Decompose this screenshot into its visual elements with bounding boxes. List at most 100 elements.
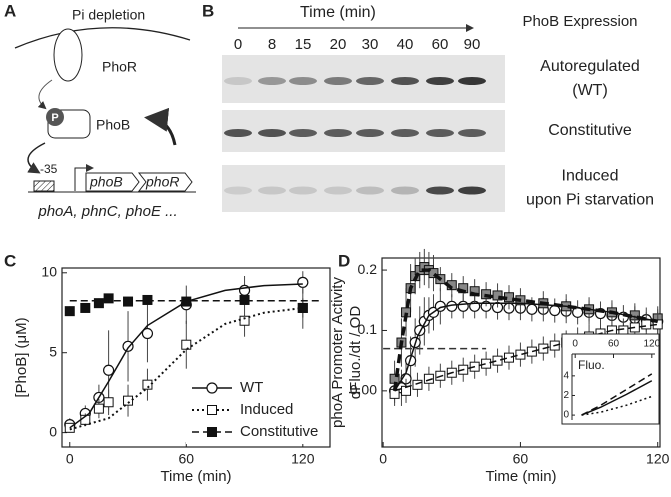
inset-x-tick-label: 60: [608, 339, 620, 350]
sensor-label: PhoR: [102, 59, 137, 75]
data-point: [123, 296, 134, 307]
data-point: [457, 300, 469, 312]
phospho-label: P: [51, 112, 58, 124]
legend-label: WT: [240, 379, 263, 396]
blot-band: [458, 77, 486, 85]
x-tick-label: 120: [291, 451, 315, 467]
tss-arrow: [74, 164, 94, 191]
data-point: [64, 306, 75, 317]
blot-band: [224, 129, 252, 137]
blot-band: [324, 77, 352, 85]
x-tick-label: 0: [379, 451, 387, 467]
legend-marker: [206, 382, 218, 394]
y-axis-label: phoA Promoter Activity: [329, 277, 346, 428]
plot-frame: [381, 257, 661, 448]
lane-label: 90: [464, 36, 481, 53]
data-point: [103, 293, 114, 304]
x-tick-label: 0: [66, 451, 74, 467]
blot-band: [458, 186, 486, 195]
blot-band: [356, 186, 384, 195]
data-point: [239, 294, 250, 305]
row-label: (WT): [572, 82, 608, 99]
data-point: [80, 302, 91, 313]
panel-label: D: [338, 251, 350, 270]
blot-band: [426, 129, 454, 137]
blot-band: [324, 186, 352, 195]
y-tick-label: 0.1: [358, 321, 378, 337]
lane-label: 40: [397, 36, 414, 53]
blot-band: [258, 129, 286, 137]
promoter-label: -35: [40, 162, 58, 176]
x-tick-label: 60: [179, 451, 195, 467]
data-point: [103, 397, 114, 408]
fit-line: [69, 306, 303, 431]
data-point: [103, 364, 115, 376]
legend-marker: [207, 405, 217, 415]
y-tick-label: 5: [49, 343, 57, 359]
data-point: [492, 355, 503, 366]
data-point: [123, 395, 134, 406]
x-axis-label: Time (min): [485, 468, 556, 485]
data-point: [239, 315, 250, 326]
data-point: [641, 319, 652, 330]
fit-line: [393, 302, 658, 392]
inset-y-tick-label: 0: [563, 410, 569, 421]
gene-label: phoR: [145, 174, 179, 190]
inset-x-tick-label: 0: [572, 339, 578, 350]
data-point: [526, 303, 538, 315]
panel-label: A: [4, 1, 16, 20]
blot-band: [391, 129, 419, 137]
blot-band: [391, 77, 419, 85]
y-tick-label: 0: [49, 423, 57, 439]
data-point: [401, 385, 412, 396]
data-point: [297, 276, 309, 288]
row-label: Induced: [562, 168, 619, 185]
data-point: [141, 327, 154, 340]
x-axis-label: Time (min): [160, 468, 231, 485]
box-35: [33, 180, 55, 192]
regulator-label: PhoB: [96, 117, 130, 133]
data-point: [93, 403, 104, 414]
blot-band: [224, 186, 252, 195]
arrow: [27, 142, 46, 174]
fit-line: [69, 283, 303, 429]
row-label: Constitutive: [548, 122, 632, 139]
inset-line: [581, 380, 653, 416]
blot-band: [426, 186, 454, 195]
fit-line: [394, 323, 658, 392]
y-tick-label: 0.00: [350, 382, 377, 398]
lane-label: 30: [362, 36, 379, 53]
row-label: Autoregulated: [540, 58, 640, 75]
blot-band: [356, 77, 384, 85]
data-point: [142, 294, 153, 305]
gene-box: [137, 172, 193, 192]
blot-band: [258, 186, 286, 195]
inset-y-tick-label: 4: [563, 370, 569, 381]
lane-label: 20: [330, 36, 347, 53]
data-point: [481, 358, 492, 369]
blot-band: [458, 129, 486, 137]
lane-label: 60: [432, 36, 449, 53]
blot-band: [289, 77, 317, 85]
lane-label: 8: [268, 36, 276, 53]
inset-y-tick-label: 2: [563, 390, 569, 401]
membrane: [14, 27, 191, 49]
blot-band: [289, 129, 317, 137]
data-point: [526, 346, 537, 357]
gene-box: [85, 172, 140, 192]
blot-band: [289, 186, 317, 195]
stimulus: Pi depletion: [72, 7, 145, 23]
blot-band: [324, 129, 352, 137]
inset-line: [581, 373, 653, 416]
targets: phoA, phnC, phoE ...: [37, 203, 177, 220]
data-point: [181, 339, 192, 350]
blot-band: [391, 186, 419, 195]
x-tick-label: 60: [513, 451, 529, 467]
y-axis-label: [PhoB] (μM): [13, 317, 30, 397]
blot-axis-title: Time (min): [300, 4, 376, 21]
legend-label: Induced: [240, 401, 293, 418]
inset-x-tick-label: 120: [643, 339, 660, 350]
blot-band: [356, 129, 384, 137]
y-tick-label: 0.2: [358, 261, 378, 277]
